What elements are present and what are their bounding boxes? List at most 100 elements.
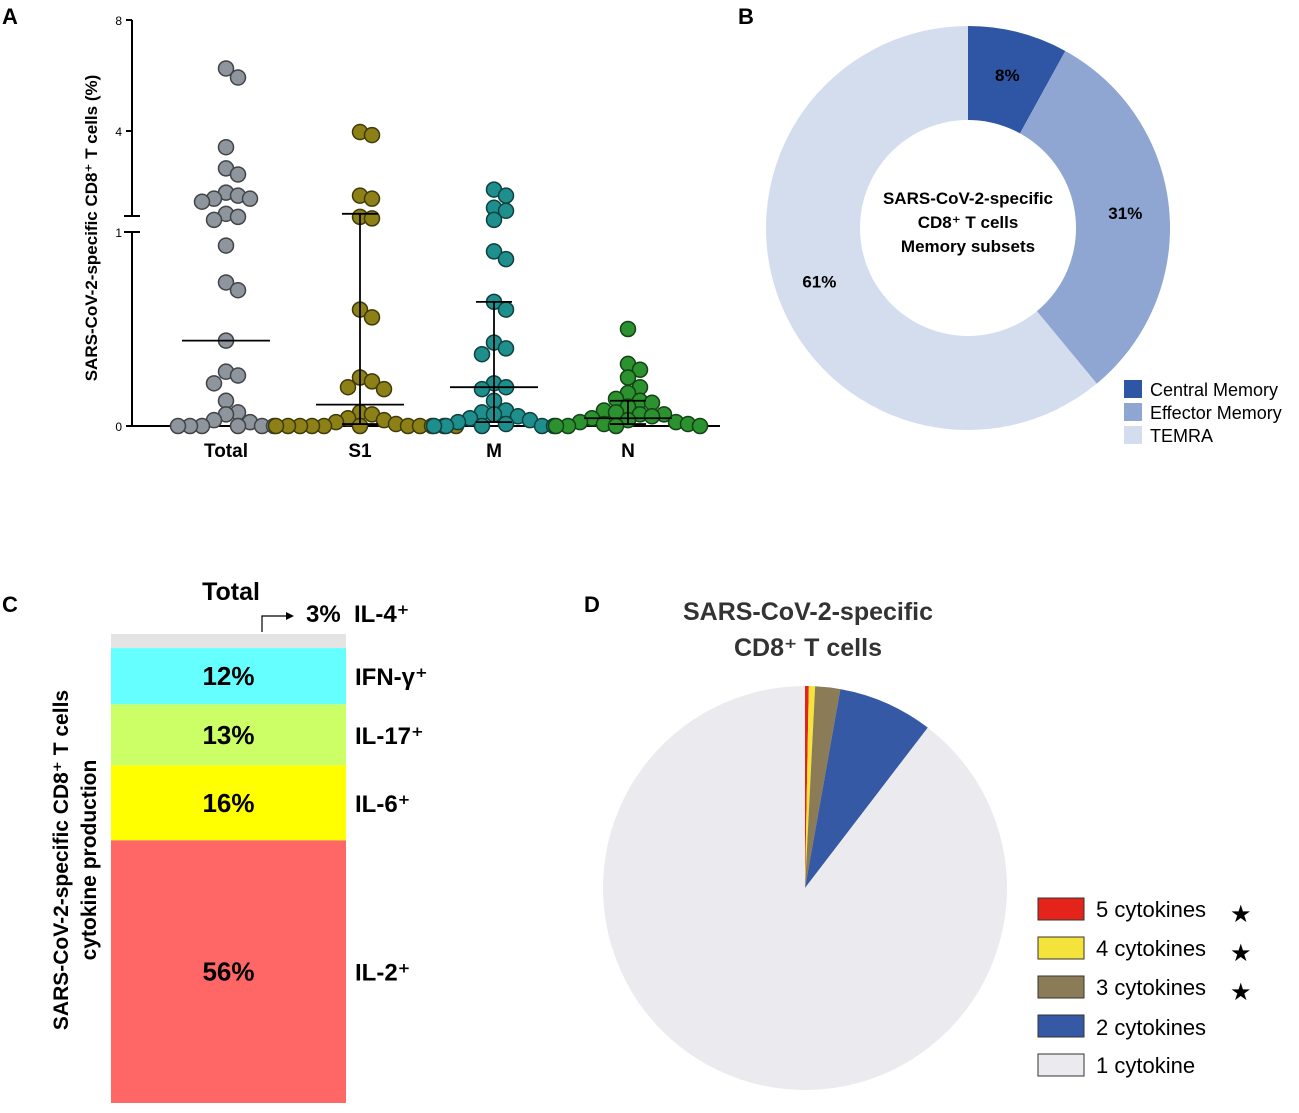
- legend-swatch-2-cytokines: [1037, 1014, 1085, 1038]
- legend-star-4-cytokines: ★: [1230, 940, 1252, 967]
- donut-center-line2: CD8⁺ T cells: [918, 213, 1019, 232]
- stack-name-il-4: IL-4⁺: [354, 601, 409, 628]
- point-s1-3: [363, 190, 381, 207]
- legend-swatch-1-cytokine: [1037, 1053, 1085, 1077]
- pie-legend: 5 cytokines ★ 4 cytokines ★ 3 cytokines …: [1037, 897, 1252, 1078]
- legend-label-effector-memory: Effector Memory: [1150, 403, 1282, 423]
- panel-c-stacked-bar: SARS-CoV-2-specific CD8⁺ T cells cytokin…: [50, 578, 428, 1103]
- legend-swatch-4-cytokines: [1037, 936, 1085, 960]
- point-total-8: [241, 190, 259, 207]
- stack-pct-il-6: 16%: [202, 788, 254, 818]
- y-tick-label-8: 8: [115, 14, 122, 28]
- point-total-2: [217, 138, 235, 156]
- point-total-13: [217, 237, 235, 254]
- x-tick-label-m: M: [486, 441, 502, 462]
- panel-letter-c: C: [2, 592, 18, 617]
- point-m-14: [473, 380, 491, 398]
- y-tick-label-0: 0: [115, 420, 122, 434]
- stack-pct-il-2: 56%: [202, 957, 254, 987]
- point-m-1: [497, 187, 515, 204]
- legend-label-central-memory: Central Memory: [1150, 380, 1278, 400]
- legend-label-5-cytokines: 5 cytokines: [1096, 897, 1206, 922]
- donut-center-line3: Memory subsets: [901, 237, 1035, 256]
- legend-swatch-effector-memory: [1124, 403, 1142, 421]
- point-total-14: [217, 274, 235, 291]
- x-tick-label-s1: S1: [348, 441, 372, 462]
- stack-segment-ifn: [111, 648, 346, 705]
- stack-segments: [111, 634, 346, 1103]
- point-n-8: [643, 394, 661, 411]
- legend-swatch-temra: [1124, 426, 1142, 444]
- stack-name-il-6: IL-6⁺: [355, 791, 410, 818]
- pie-slice-4-cytokines: [805, 686, 816, 888]
- donut-label-temra: 61%: [802, 273, 836, 292]
- stack-segment-il-6: [111, 765, 346, 841]
- donut-label-effector-memory: 31%: [1108, 204, 1142, 223]
- point-total-15: [229, 281, 247, 299]
- point-n-23: [691, 417, 709, 435]
- panel-letter-b: B: [738, 4, 754, 29]
- y-tick-label-1: 1: [115, 226, 122, 240]
- stack-pct-il-4: 3%: [306, 601, 341, 628]
- point-total-25: [229, 417, 247, 435]
- panel-letter-a: A: [2, 4, 18, 29]
- legend-swatch-3-cytokines: [1037, 975, 1085, 999]
- pie-slice-2-cytokines: [805, 689, 928, 888]
- stack-segment-il-17: [111, 704, 346, 766]
- point-total-19: [205, 375, 223, 392]
- pie-slice-1-cytokine: [602, 686, 1007, 1090]
- legend-label-2-cytokines: 2 cytokines: [1096, 1015, 1206, 1040]
- legend-label-4-cytokines: 4 cytokines: [1096, 936, 1206, 961]
- donut-legend: Central Memory Effector Memory TEMRA: [1124, 380, 1282, 446]
- point-total-4: [229, 166, 247, 183]
- point-s1-9: [363, 373, 381, 390]
- point-total-9: [193, 193, 211, 210]
- point-total-1: [229, 69, 247, 86]
- il4-callout-arrow: [261, 615, 288, 632]
- point-total-0: [217, 60, 235, 77]
- stack-labels: 3% IL-4⁺ 12% IFN-γ⁺ 13% IL-17⁺ 16% IL-6⁺ 56% IL-2…: [202, 601, 427, 987]
- stack-segment-il-4: [111, 634, 346, 649]
- panel-a-scatter: SARS-CoV-2-specific CD8⁺ T cells (%) 8 4…: [82, 14, 720, 462]
- median-iqr-lines: [182, 212, 672, 425]
- pie-slice-3-cytokines: [805, 686, 841, 888]
- pie-slice-5-cytokines: [805, 686, 809, 888]
- point-m-5: [485, 243, 503, 260]
- point-s1-11: [375, 380, 393, 398]
- legend-label-1-cytokine: 1 cytokine: [1096, 1053, 1195, 1078]
- scatter-points: [169, 60, 709, 435]
- legend-star-3-cytokines: ★: [1230, 979, 1252, 1006]
- point-m-11: [473, 345, 491, 363]
- panel-b-donut: 8% 31% 61% SARS-CoV-2-specific CD8⁺ T cell…: [765, 26, 1282, 446]
- legend-swatch-5-cytokines: [1037, 897, 1085, 921]
- point-m-24: [473, 417, 491, 435]
- legend-swatch-central-memory: [1124, 380, 1142, 398]
- x-tick-label-n: N: [621, 441, 635, 462]
- pie-slices: [602, 686, 1007, 1090]
- point-m-28: [425, 417, 443, 435]
- panel-a-ylabel: SARS-CoV-2-specific CD8⁺ T cells (%): [82, 75, 101, 382]
- point-m-3: [497, 202, 515, 220]
- il4-callout-arrowhead: [286, 612, 294, 620]
- point-total-11: [229, 208, 247, 226]
- point-total-30: [169, 417, 187, 435]
- donut-center-line1: SARS-CoV-2-specific: [883, 189, 1053, 208]
- x-tick-label-total: Total: [204, 441, 248, 462]
- legend-star-5-cytokines: ★: [1230, 901, 1252, 928]
- legend-label-3-cytokines: 3 cytokines: [1096, 975, 1206, 1000]
- point-s1-27: [267, 417, 285, 435]
- donut-slice-labels: 8% 31% 61%: [802, 66, 1142, 292]
- point-m-10: [497, 340, 515, 357]
- stack-pct-il-17: 13%: [202, 720, 254, 750]
- donut-label-central-memory: 8%: [995, 66, 1020, 85]
- point-total-12: [205, 211, 223, 229]
- point-n-0: [619, 320, 637, 338]
- panel-d-pie: SARS-CoV-2-specific CD8⁺ T cells 5 cytok…: [602, 598, 1252, 1090]
- panel-letter-d: D: [584, 592, 600, 617]
- stack-name-ifn: IFN-γ⁺: [355, 664, 428, 691]
- legend-label-temra: TEMRA: [1150, 426, 1213, 446]
- stack-name-il-2: IL-2⁺: [355, 960, 410, 987]
- stack-name-il-17: IL-17⁺: [355, 723, 424, 750]
- point-total-18: [229, 367, 247, 384]
